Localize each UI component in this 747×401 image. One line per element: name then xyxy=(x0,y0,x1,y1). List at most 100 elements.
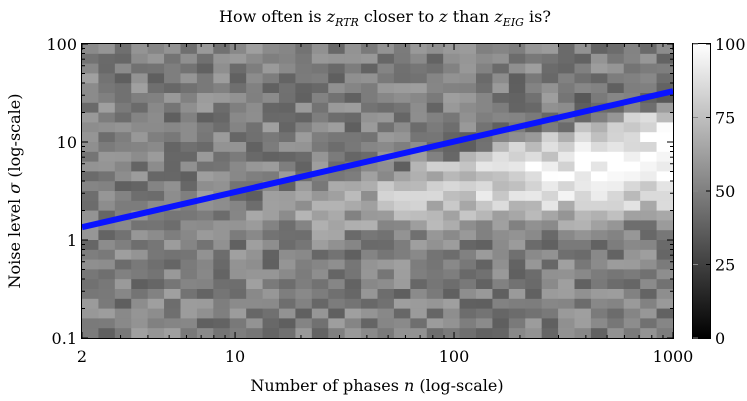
heatmap-cell xyxy=(279,83,297,94)
heatmap-cell xyxy=(164,142,182,153)
heatmap-cell xyxy=(295,181,313,192)
heatmap-cell xyxy=(377,171,395,182)
heatmap-cell xyxy=(328,308,346,319)
heatmap-cell xyxy=(311,191,329,202)
heatmap-cell xyxy=(213,112,231,123)
heatmap-cell xyxy=(393,161,411,172)
heatmap-cell xyxy=(393,63,411,74)
heatmap-cell xyxy=(213,259,231,270)
heatmap-cell xyxy=(344,259,362,270)
heatmap-cell xyxy=(525,259,543,270)
heatmap-cell xyxy=(426,181,444,192)
heatmap-cell xyxy=(344,142,362,153)
heatmap-cell xyxy=(508,63,526,74)
heatmap-cell xyxy=(443,102,461,114)
heatmap-cell xyxy=(246,279,264,290)
heatmap-cell xyxy=(361,269,379,280)
heatmap-cell xyxy=(114,44,132,55)
heatmap-cell xyxy=(590,83,608,94)
heatmap-cell xyxy=(426,73,444,84)
heatmap-cell xyxy=(361,279,379,290)
heatmap-cell xyxy=(98,161,116,172)
heatmap-cell xyxy=(590,44,608,55)
heatmap-cell xyxy=(590,289,608,300)
colorbar-tick-label: 50 xyxy=(715,182,735,201)
heatmap-cell xyxy=(213,279,231,290)
heatmap-cell xyxy=(459,191,477,202)
heatmap-cell xyxy=(361,289,379,300)
y-axis-label: Noise level σ (log-scale) xyxy=(5,94,24,289)
heatmap-cell xyxy=(492,289,510,300)
heatmap-cell xyxy=(344,308,362,319)
heatmap-cell xyxy=(262,112,280,123)
heatmap-cell xyxy=(393,289,411,300)
heatmap-cell xyxy=(476,318,494,329)
heatmap-cell xyxy=(246,259,264,270)
heatmap-cell xyxy=(114,132,132,143)
heatmap-cell xyxy=(246,44,264,55)
heatmap-cell xyxy=(443,269,461,280)
heatmap-cell xyxy=(541,298,559,310)
heatmap-cell xyxy=(82,83,100,94)
heatmap-cell xyxy=(311,220,329,231)
heatmap-cell xyxy=(262,93,280,104)
heatmap-cell xyxy=(114,318,132,329)
heatmap-cell xyxy=(164,279,182,290)
heatmap-cell xyxy=(131,230,149,241)
heatmap-cell xyxy=(492,328,510,339)
heatmap-cell xyxy=(443,142,461,153)
heatmap-cell xyxy=(246,230,264,241)
heatmap-cell xyxy=(574,269,592,280)
heatmap-cell xyxy=(607,249,625,261)
heatmap-cell xyxy=(476,161,494,172)
heatmap-cell xyxy=(295,269,313,280)
heatmap-cell xyxy=(476,289,494,300)
heatmap-cell xyxy=(607,161,625,172)
heatmap-cell xyxy=(98,230,116,241)
heatmap-cell xyxy=(656,318,674,329)
heatmap-cell xyxy=(98,259,116,270)
heatmap-cell xyxy=(311,112,329,123)
heatmap-cell xyxy=(311,161,329,172)
heatmap-cell xyxy=(344,328,362,339)
heatmap-cell xyxy=(476,102,494,114)
heatmap-cell xyxy=(361,83,379,94)
heatmap-cell xyxy=(393,240,411,251)
heatmap-cell xyxy=(508,102,526,114)
heatmap-cell xyxy=(623,53,641,65)
heatmap-cell xyxy=(262,161,280,172)
heatmap-cell xyxy=(607,44,625,55)
heatmap-cell xyxy=(262,200,280,212)
heatmap-cell xyxy=(508,308,526,319)
heatmap-cell xyxy=(279,142,297,153)
heatmap-cell xyxy=(558,298,576,310)
heatmap-cell xyxy=(443,93,461,104)
heatmap-cell xyxy=(114,53,132,65)
heatmap-cell xyxy=(590,142,608,153)
heatmap-cell xyxy=(590,269,608,280)
heatmap-cell xyxy=(311,230,329,241)
heatmap-cell xyxy=(295,122,313,133)
heatmap-cell xyxy=(476,112,494,123)
heatmap-cell xyxy=(213,132,231,143)
heatmap-cell xyxy=(656,240,674,251)
heatmap-cell xyxy=(82,200,100,212)
heatmap-cell xyxy=(344,44,362,55)
heatmap-cell xyxy=(377,44,395,55)
heatmap-cell xyxy=(246,308,264,319)
heatmap-cell xyxy=(476,308,494,319)
heatmap-cell xyxy=(229,230,247,241)
heatmap-cell xyxy=(492,102,510,114)
x-tick-label: 10 xyxy=(225,347,245,366)
heatmap-cell xyxy=(410,318,428,329)
heatmap-cell xyxy=(558,93,576,104)
heatmap-cell xyxy=(279,308,297,319)
heatmap-cell xyxy=(525,298,543,310)
heatmap-cell xyxy=(262,142,280,153)
heatmap-cell xyxy=(590,161,608,172)
heatmap-cell xyxy=(607,93,625,104)
heatmap-cell xyxy=(574,181,592,192)
heatmap-cell xyxy=(590,230,608,241)
heatmap-cell xyxy=(590,151,608,163)
heatmap-cell xyxy=(443,279,461,290)
